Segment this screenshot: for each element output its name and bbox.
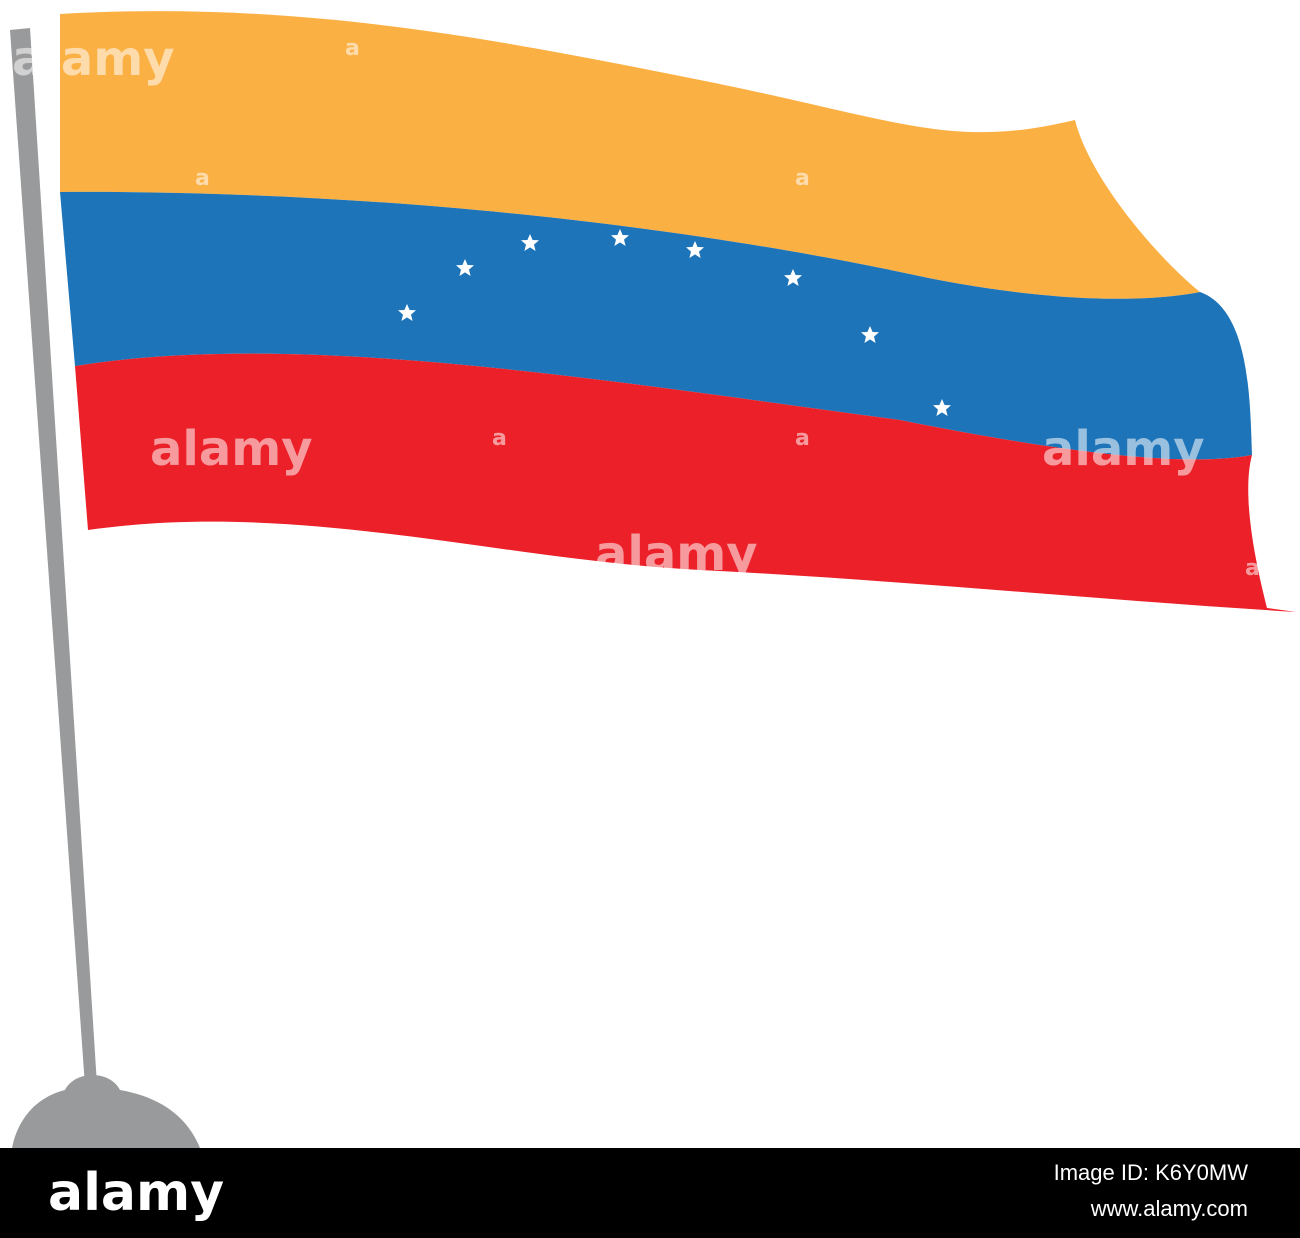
flag-blue-stripe <box>60 191 1252 460</box>
watermark: alamy <box>12 31 175 87</box>
watermark: alamy <box>150 421 313 477</box>
watermark: a <box>1245 556 1260 581</box>
flag-red-stripe <box>75 353 1296 612</box>
flag-yellow-stripe <box>60 11 1200 299</box>
watermark: a <box>795 166 810 191</box>
watermark: alamy <box>1042 421 1205 477</box>
watermark: a <box>345 36 360 61</box>
footer-logo: alamy <box>48 1163 224 1223</box>
pole-base <box>12 1075 200 1148</box>
flag-pole <box>10 28 97 1086</box>
watermark: a <box>795 426 810 451</box>
watermark: a <box>195 166 210 191</box>
watermark: a <box>492 426 507 451</box>
watermark: alamy <box>595 526 758 582</box>
footer-bar <box>0 1148 1300 1238</box>
website: www.alamy.com <box>1090 1196 1248 1221</box>
watermarks: alamy alamy alamy alamy a a a a a a <box>12 31 1260 582</box>
image-id: Image ID: K6Y0MW <box>1054 1160 1249 1185</box>
